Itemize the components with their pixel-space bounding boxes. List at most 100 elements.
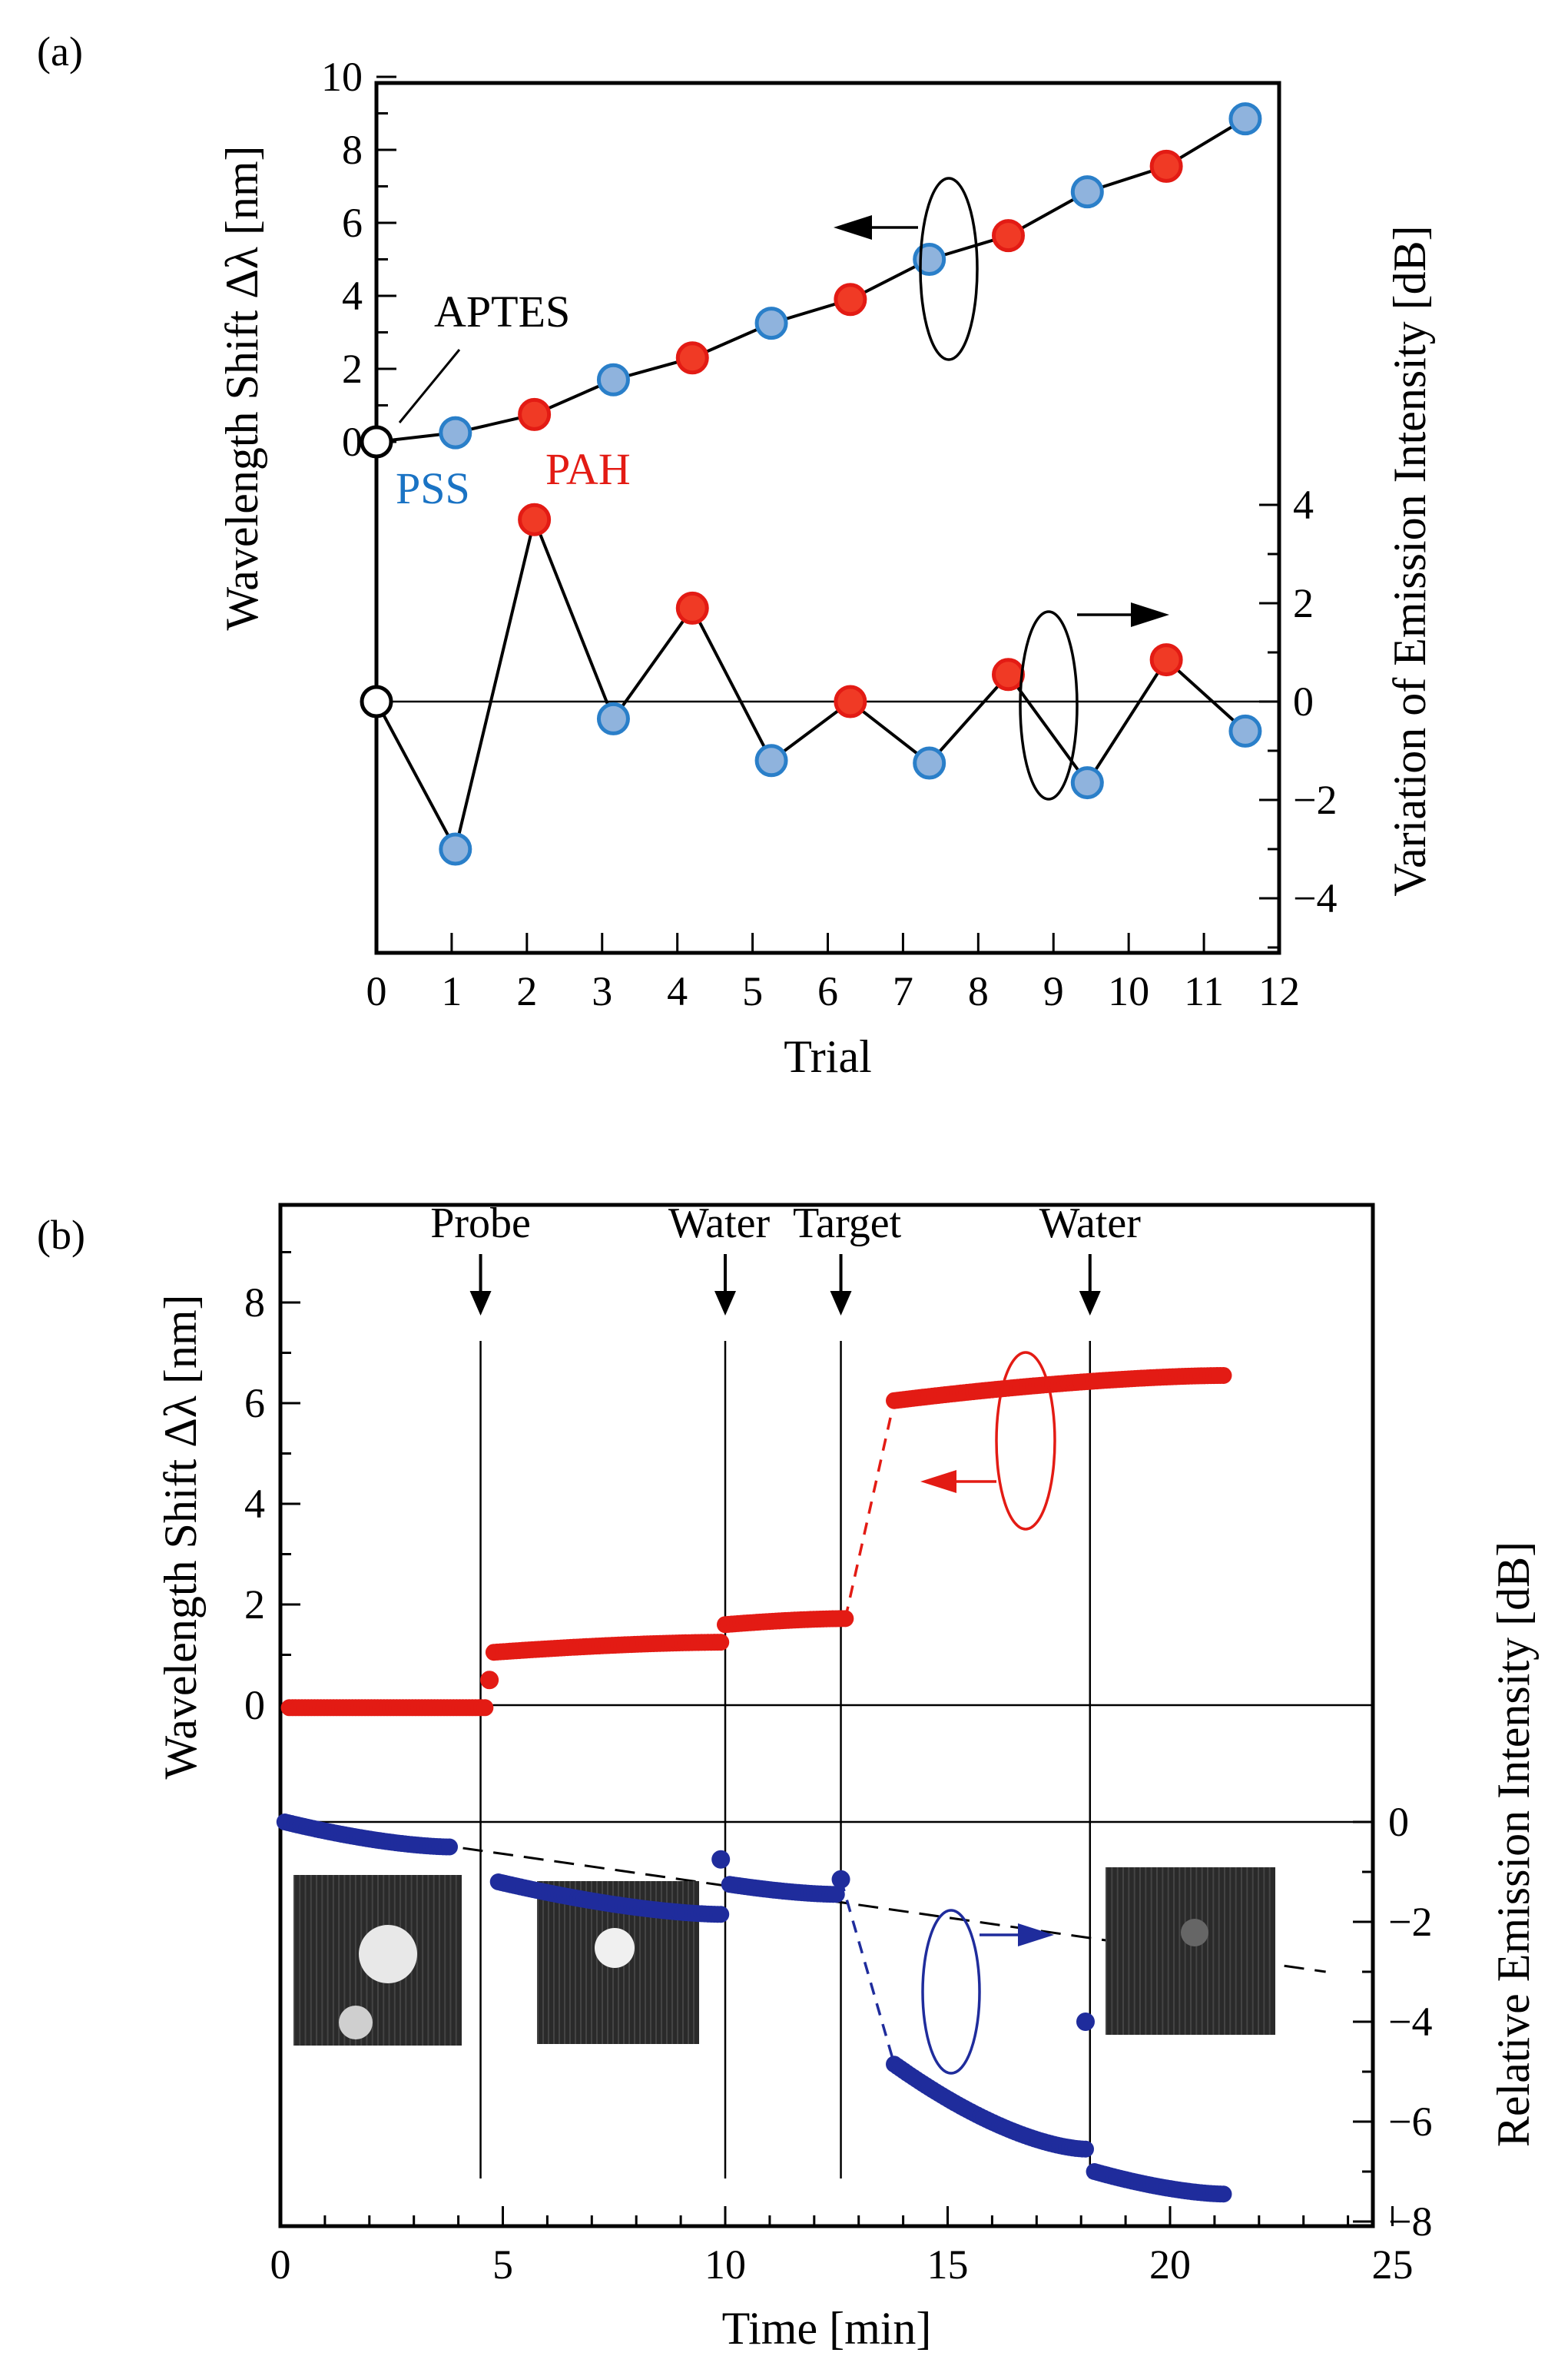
x-tick-label: 3: [592, 968, 612, 1014]
data-point-pss: [596, 702, 630, 735]
y2-tick-label: −2: [1388, 1899, 1432, 1945]
y2-tick-label: 0: [1388, 1799, 1409, 1845]
wavelength-point: [1215, 1366, 1232, 1384]
x-tick-label: 0: [270, 2242, 291, 2288]
series-dashed-link: [839, 1879, 896, 2065]
data-point-pah: [675, 591, 709, 625]
y-tick-label: 6: [244, 1380, 265, 1426]
emission-point: [1076, 2140, 1094, 2158]
data-point-pah: [518, 397, 552, 431]
data-point-pss: [1228, 102, 1262, 136]
pss-label: PSS: [396, 463, 470, 513]
left-axis-indicator-ellipse: [995, 1351, 1056, 1531]
y2-axis-label: Variation of Emission Intensity [dB]: [1384, 225, 1435, 896]
y2-tick-label: −2: [1293, 777, 1337, 823]
y2-tick-label: −6: [1388, 2099, 1432, 2145]
x-tick-label: 6: [817, 968, 838, 1014]
wavelength-point: [837, 1610, 854, 1628]
y2-tick-label: 4: [1293, 482, 1314, 528]
x-tick-label: 25: [1372, 2242, 1414, 2288]
x-tick-label: 0: [366, 968, 387, 1014]
right-arrow-icon: [1131, 602, 1169, 627]
x-tick-label: 5: [492, 2242, 513, 2288]
y-axis-label: Wavelength Shift Δλ [nm]: [155, 1294, 206, 1779]
down-arrow-icon: [1079, 1291, 1101, 1316]
y-tick-label: 2: [244, 1581, 265, 1628]
left-arrow-icon: [920, 1470, 956, 1493]
panel-b-label: (b): [37, 1212, 85, 1258]
data-point-pss: [1070, 766, 1104, 800]
micrograph-spot: [359, 1925, 417, 1983]
data-point-pah: [834, 283, 867, 317]
x-tick-label: 8: [968, 968, 989, 1014]
event-label: Water: [668, 1200, 771, 1247]
x-tick-label: 2: [516, 968, 537, 1014]
emission-point: [711, 1850, 731, 1869]
micrograph-spot: [595, 1928, 635, 1968]
y2-tick-label: 0: [1293, 679, 1314, 725]
data-point-pss: [439, 416, 472, 450]
data-point-pah: [1149, 643, 1183, 677]
y-tick-label: 2: [342, 346, 363, 392]
y-tick-label: 4: [342, 273, 363, 319]
panel-a-label: (a): [37, 28, 83, 75]
x-tick-label: 4: [667, 968, 688, 1014]
down-arrow-icon: [830, 1291, 852, 1316]
series-line-right: [375, 514, 1247, 854]
event-label: Target: [793, 1200, 902, 1247]
data-point-pss: [1228, 714, 1262, 748]
x-tick-label: 15: [927, 2242, 969, 2288]
data-point-aptes: [360, 425, 393, 459]
pah-label: PAH: [545, 444, 631, 494]
y-axis-label: Wavelength Shift Δλ [nm]: [217, 145, 267, 630]
x-tick-label: 1: [441, 968, 462, 1014]
data-point-pss: [596, 363, 630, 397]
data-point-pss: [754, 307, 788, 340]
panel-a: (a)0 1 2 3 4 5 6 7 8 9 10 11 121086420420−2−4TrialWa…: [37, 28, 1435, 1082]
wavelength-point: [480, 1671, 499, 1690]
event-label: Water: [1039, 1200, 1142, 1247]
y-tick-label: 4: [244, 1481, 265, 1527]
x-tick-label: 10: [704, 2242, 746, 2288]
x-axis-label: Trial: [784, 1031, 872, 1082]
event-label: Probe: [430, 1200, 531, 1247]
emission-point: [441, 1838, 459, 1856]
series-line-left: [376, 117, 1246, 443]
data-point-pah: [992, 219, 1025, 253]
x-tick-label: 5: [742, 968, 763, 1014]
y2-tick-label: 2: [1293, 580, 1314, 626]
left-axis-indicator-ellipse: [919, 177, 979, 361]
x-tick-label: 7: [893, 968, 913, 1014]
down-arrow-icon: [469, 1291, 492, 1316]
emission-point: [1215, 2185, 1232, 2203]
emission-point: [712, 1906, 730, 1923]
plot-frame-b: [278, 1203, 1375, 2228]
y-tick-label: 8: [342, 127, 363, 173]
data-point-pss: [754, 744, 788, 778]
wavelength-point: [476, 1699, 494, 1717]
y-tick-label: 10: [321, 54, 363, 100]
y-tick-label: 8: [244, 1279, 265, 1326]
right-axis-indicator-ellipse: [921, 1909, 981, 2075]
x-tick-label: 12: [1258, 968, 1300, 1014]
y2-tick-label: −8: [1388, 2198, 1432, 2245]
y2-tick-label: −4: [1293, 875, 1337, 921]
y-tick-label: 0: [244, 1682, 265, 1728]
data-point-pss: [1070, 175, 1104, 209]
data-point-pah: [675, 341, 709, 375]
data-point-pah: [834, 685, 867, 718]
data-point-aptes: [360, 685, 393, 718]
x-tick-label: 11: [1184, 968, 1224, 1014]
y2-tick-label: −4: [1388, 1999, 1432, 2045]
down-arrow-icon: [714, 1291, 736, 1316]
y-tick-label: 0: [342, 419, 363, 465]
aptes-leader-line: [398, 349, 461, 423]
x-tick-label: 20: [1149, 2242, 1191, 2288]
emission-point: [831, 1870, 850, 1889]
emission-point: [827, 1886, 845, 1903]
right-axis-indicator-ellipse: [1019, 610, 1079, 801]
x-axis-label: Time [min]: [722, 2303, 932, 2354]
left-arrow-icon: [834, 215, 872, 240]
plot-frame-a: [374, 81, 1281, 955]
